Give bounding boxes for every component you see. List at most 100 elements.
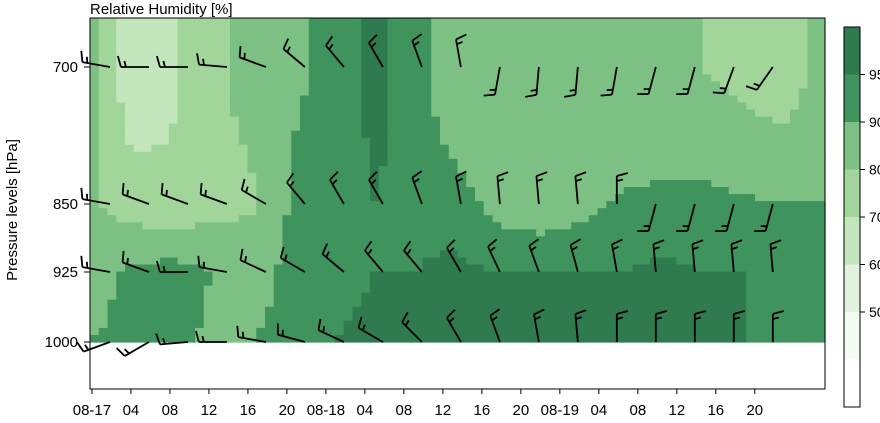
- rh-cell: [598, 152, 607, 160]
- rh-cell: [414, 152, 423, 160]
- rh-cell: [405, 67, 414, 75]
- rh-cell: [283, 117, 292, 125]
- rh-cell: [458, 201, 467, 209]
- rh-cell: [764, 300, 773, 308]
- rh-cell: [703, 25, 712, 33]
- rh-cell: [764, 60, 773, 68]
- rh-cell: [493, 25, 502, 33]
- rh-cell: [449, 222, 458, 230]
- rh-cell: [493, 187, 502, 195]
- rh-cell: [510, 60, 519, 68]
- rh-cell: [99, 279, 108, 287]
- rh-cell: [151, 25, 160, 33]
- rh-cell: [195, 18, 204, 26]
- rh-cell: [528, 60, 537, 68]
- rh-cell: [554, 222, 563, 230]
- rh-cell: [729, 39, 738, 47]
- rh-cell: [799, 250, 808, 258]
- rh-cell: [248, 88, 257, 96]
- rh-cell: [773, 159, 782, 167]
- rh-cell: [388, 321, 397, 329]
- rh-cell: [781, 300, 790, 308]
- rh-cell: [283, 293, 292, 301]
- rh-cell: [335, 88, 344, 96]
- rh-cell: [475, 201, 484, 209]
- rh-cell: [265, 307, 274, 315]
- rh-cell: [335, 103, 344, 111]
- rh-cell: [668, 236, 677, 244]
- rh-cell: [808, 187, 817, 195]
- rh-cell: [300, 74, 309, 82]
- rh-cell: [291, 25, 300, 33]
- rh-cell: [134, 173, 143, 181]
- rh-cell: [125, 159, 134, 167]
- rh-cell: [90, 229, 99, 237]
- rh-cell: [711, 335, 720, 343]
- rh-cell: [781, 321, 790, 329]
- rh-cell: [248, 201, 257, 209]
- rh-cell: [703, 257, 712, 265]
- rh-cell: [746, 180, 755, 188]
- rh-cell: [519, 81, 528, 89]
- rh-cell: [458, 279, 467, 287]
- rh-cell: [335, 152, 344, 160]
- rh-cell: [790, 335, 799, 343]
- rh-cell: [300, 208, 309, 216]
- rh-cell: [475, 166, 484, 174]
- rh-cell: [519, 138, 528, 146]
- rh-cell: [668, 293, 677, 301]
- rh-cell: [501, 236, 510, 244]
- rh-cell: [720, 201, 729, 209]
- rh-cell: [169, 103, 178, 111]
- rh-cell: [388, 208, 397, 216]
- rh-cell: [326, 236, 335, 244]
- rh-cell: [186, 321, 195, 329]
- rh-cell: [353, 39, 362, 47]
- rh-cell: [361, 74, 370, 82]
- rh-cell: [326, 293, 335, 301]
- x-tick-label: 08-18: [307, 402, 345, 418]
- rh-cell: [589, 117, 598, 125]
- rh-cell: [764, 272, 773, 280]
- rh-cell: [694, 117, 703, 125]
- rh-cell: [326, 222, 335, 230]
- rh-cell: [589, 250, 598, 258]
- rh-cell: [703, 265, 712, 273]
- rh-cell: [353, 194, 362, 202]
- rh-cell: [283, 159, 292, 167]
- rh-cell: [816, 335, 825, 343]
- rh-cell: [668, 53, 677, 61]
- rh-cell: [799, 159, 808, 167]
- rh-cell: [685, 272, 694, 280]
- rh-cell: [309, 222, 318, 230]
- rh-cell: [519, 166, 528, 174]
- rh-cell: [99, 187, 108, 195]
- rh-cell: [501, 300, 510, 308]
- rh-cell: [816, 117, 825, 125]
- rh-cell: [633, 117, 642, 125]
- rh-cell: [729, 222, 738, 230]
- rh-cell: [589, 222, 598, 230]
- rh-cell: [300, 145, 309, 153]
- rh-cell: [703, 32, 712, 40]
- rh-cell: [545, 272, 554, 280]
- rh-cell: [545, 67, 554, 75]
- rh-cell: [729, 103, 738, 111]
- rh-cell: [650, 18, 659, 26]
- rh-cell: [773, 95, 782, 103]
- rh-cell: [799, 257, 808, 265]
- rh-cell: [449, 110, 458, 118]
- rh-cell: [475, 328, 484, 336]
- rh-cell: [230, 279, 239, 287]
- rh-cell: [431, 321, 440, 329]
- rh-cell: [781, 74, 790, 82]
- rh-cell: [563, 208, 572, 216]
- rh-cell: [90, 314, 99, 322]
- rh-cell: [501, 194, 510, 202]
- rh-cell: [571, 110, 580, 118]
- rh-cell: [790, 243, 799, 251]
- rh-cell: [186, 194, 195, 202]
- rh-cell: [239, 131, 248, 139]
- rh-cell: [764, 173, 773, 181]
- rh-cell: [151, 222, 160, 230]
